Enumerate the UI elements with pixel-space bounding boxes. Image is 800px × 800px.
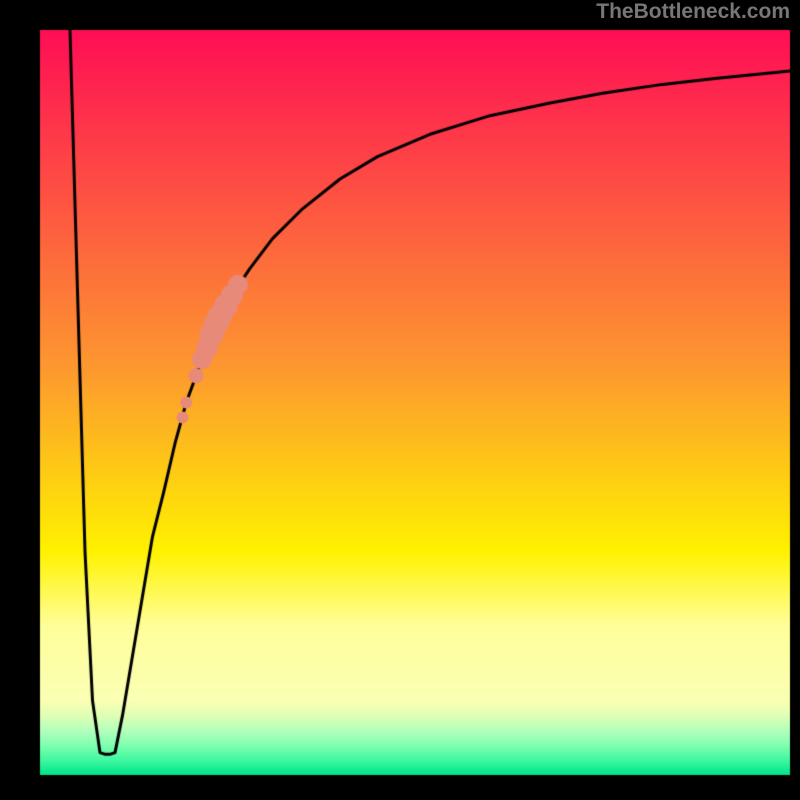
watermark-text: TheBottleneck.com	[596, 0, 790, 24]
chart-stage: TheBottleneck.com	[0, 0, 800, 800]
chart-canvas	[0, 0, 800, 800]
